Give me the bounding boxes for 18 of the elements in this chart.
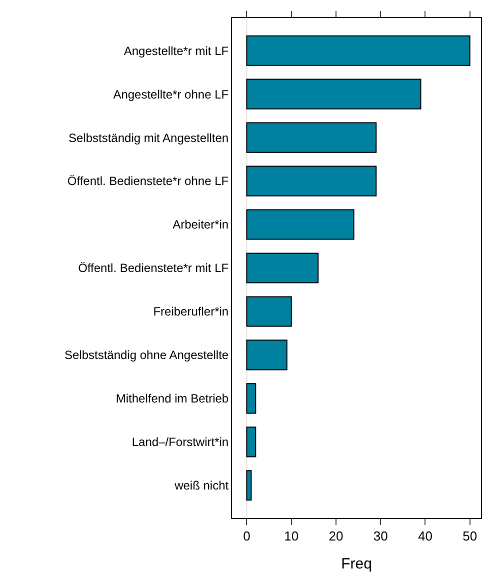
y-tick-label: Selbstständig ohne Angestellte [64, 348, 229, 362]
x-tick-label: 40 [418, 528, 432, 544]
x-tick-label: 30 [373, 528, 388, 544]
y-tick-label: Selbstständig mit Angestellten [68, 130, 229, 145]
x-tick-label: 10 [284, 528, 299, 544]
y-tick-label: Arbeiter*in [172, 218, 229, 232]
x-axis-title: Freq [341, 556, 372, 573]
y-tick-label: Öffentl. Bedienstete*r mit LF [78, 261, 229, 276]
y-tick-label: weiß nicht [174, 478, 230, 493]
x-tick-label: 20 [328, 528, 344, 544]
y-tick-label: Öffentl. Bedienstete*r ohne LF [67, 174, 229, 188]
y-tick-label: Mithelfend im Betrieb [116, 392, 229, 406]
x-tick-label: 50 [462, 528, 478, 544]
y-tick-label: Angestellte*r mit LF [124, 44, 229, 58]
x-tick-label: 0 [243, 528, 250, 544]
y-tick-label: Angestellte*r ohne LF [113, 87, 229, 102]
y-tick-label: Freiberufler*in [153, 304, 229, 319]
y-tick-label: Land–/Forstwirt*in [132, 435, 229, 450]
